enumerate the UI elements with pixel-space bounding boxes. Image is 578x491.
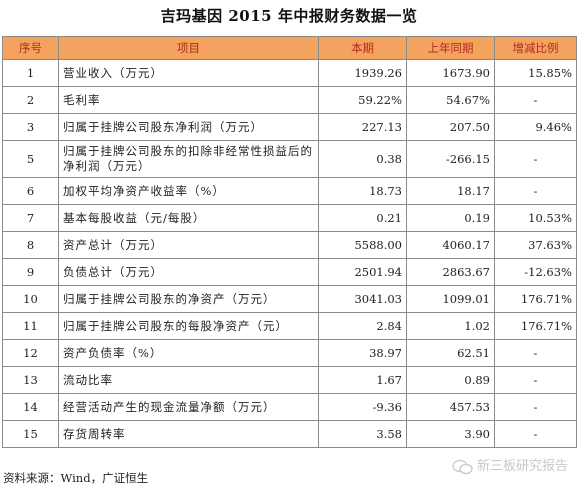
row-number: 3 [2, 113, 59, 141]
table-header-row: 序号 项目 本期 上年同期 增减比例 [2, 36, 577, 60]
header-current: 本期 [318, 36, 407, 60]
row-prior: 457.53 [406, 393, 495, 421]
row-number: 6 [2, 177, 59, 205]
row-prior: 3.90 [406, 420, 495, 448]
table-row: 5 归属于挂牌公司股东的扣除非经常性损益后的净利润（万元） 0.38 -266.15- [2, 140, 577, 178]
table-row: 9 负债总计（万元） 2501.94 2863.67 -12.63% [2, 258, 577, 286]
row-prior: 2863.67 [406, 258, 495, 286]
row-current: 2.84 [318, 312, 407, 340]
row-number: 11 [2, 312, 59, 340]
row-current: -9.36 [318, 393, 407, 421]
row-current: 38.97 [318, 339, 407, 367]
row-item: 归属于挂牌公司股东的净资产（万元） [58, 285, 319, 313]
row-prior: 1673.90 [406, 59, 495, 87]
table-row: 3 归属于挂牌公司股东净利润（万元） 227.13 207.50 9.46% [2, 113, 577, 141]
row-prior: 54.67% [406, 86, 495, 114]
row-item: 基本每股收益（元/每股） [58, 204, 319, 232]
row-change: 15.85% [494, 59, 577, 87]
source-note: 资料来源：Wind，广证恒生 [3, 471, 149, 485]
row-change: 176.71% [494, 285, 577, 313]
row-current: 18.73 [318, 177, 407, 205]
row-current: 227.13 [318, 113, 407, 141]
row-item: 资产总计（万元） [58, 231, 319, 259]
row-current: 3041.03 [318, 285, 407, 313]
table-row: 14 经营活动产生的现金流量净额（万元） -9.36 457.53- [2, 393, 577, 421]
row-current: 2501.94 [318, 258, 407, 286]
row-number: 13 [2, 366, 59, 394]
row-prior: 18.17 [406, 177, 495, 205]
table-row: 1 营业收入（万元） 1939.26 1673.90 15.85% [2, 59, 577, 87]
row-prior: 1099.01 [406, 285, 495, 313]
row-change: - [494, 393, 577, 421]
table-body: 1 营业收入（万元） 1939.26 1673.90 15.85% 2 毛利率 59.22% 5… [2, 59, 577, 448]
row-item: 加权平均净资产收益率（%） [58, 177, 319, 205]
row-item: 归属于挂牌公司股东的扣除非经常性损益后的净利润（万元） [58, 140, 319, 178]
row-prior: 1.02 [406, 312, 495, 340]
row-prior: -266.15 [406, 140, 495, 178]
row-current: 0.38 [318, 140, 407, 178]
row-item: 负债总计（万元） [58, 258, 319, 286]
financial-data-table: 序号 项目 本期 上年同期 增减比例 1 营业收入（万元） 1939.26 1673.… [2, 36, 577, 448]
row-prior: 4060.17 [406, 231, 495, 259]
row-number: 5 [2, 140, 59, 178]
table-row: 15 存货周转率 3.58 3.90- [2, 420, 577, 448]
row-number: 12 [2, 339, 59, 367]
row-change: 10.53% [494, 204, 577, 232]
table-row: 11 归属于挂牌公司股东的每股净资产（元） 2.84 1.02 176.71% [2, 312, 577, 340]
row-change: 37.63% [494, 231, 577, 259]
row-change: -12.63% [494, 258, 577, 286]
table-row: 8 资产总计（万元） 5588.00 4060.17 37.63% [2, 231, 577, 259]
page-title: 吉玛基因 2015 年中报财务数据一览 [160, 7, 418, 25]
row-item: 归属于挂牌公司股东的每股净资产（元） [58, 312, 319, 340]
row-item: 流动比率 [58, 366, 319, 394]
row-item: 毛利率 [58, 86, 319, 114]
row-number: 10 [2, 285, 59, 313]
row-current: 1939.26 [318, 59, 407, 87]
row-item: 资产负债率（%） [58, 339, 319, 367]
row-prior: 0.89 [406, 366, 495, 394]
row-item: 归属于挂牌公司股东净利润（万元） [58, 113, 319, 141]
row-item: 存货周转率 [58, 420, 319, 448]
row-current: 59.22% [318, 86, 407, 114]
row-current: 3.58 [318, 420, 407, 448]
table-row: 2 毛利率 59.22% 54.67% - [2, 86, 577, 114]
table-row: 12 资产负债率（%） 38.97 62.51- [2, 339, 577, 367]
table-row: 13 流动比率 1.67 0.89- [2, 366, 577, 394]
row-prior: 62.51 [406, 339, 495, 367]
watermark: 新三板研究报告 [452, 455, 568, 475]
row-change: - [494, 140, 577, 178]
row-change: 176.71% [494, 312, 577, 340]
watermark-text: 新三板研究报告 [476, 459, 568, 474]
row-prior: 0.19 [406, 204, 495, 232]
header-item: 项目 [58, 36, 319, 60]
wechat-icon [452, 459, 474, 475]
row-change: - [494, 420, 577, 448]
row-change: 9.46% [494, 113, 577, 141]
row-change: - [494, 177, 577, 205]
row-current: 0.21 [318, 204, 407, 232]
table-row: 10 归属于挂牌公司股东的净资产（万元） 3041.03 1099.01 176.71% [2, 285, 577, 313]
header-no: 序号 [2, 36, 59, 60]
row-change: - [494, 86, 577, 114]
table-row: 6 加权平均净资产收益率（%） 18.73 18.17- [2, 177, 577, 205]
row-number: 2 [2, 86, 59, 114]
row-item: 营业收入（万元） [58, 59, 319, 87]
header-change: 增减比例 [494, 36, 577, 60]
row-number: 15 [2, 420, 59, 448]
row-current: 5588.00 [318, 231, 407, 259]
row-item: 经营活动产生的现金流量净额（万元） [58, 393, 319, 421]
row-prior: 207.50 [406, 113, 495, 141]
row-number: 8 [2, 231, 59, 259]
row-number: 7 [2, 204, 59, 232]
header-prior: 上年同期 [406, 36, 495, 60]
row-number: 1 [2, 59, 59, 87]
row-number: 14 [2, 393, 59, 421]
row-current: 1.67 [318, 366, 407, 394]
row-change: - [494, 339, 577, 367]
row-change: - [494, 366, 577, 394]
table-row: 7 基本每股收益（元/每股） 0.21 0.19 10.53% [2, 204, 577, 232]
row-number: 9 [2, 258, 59, 286]
